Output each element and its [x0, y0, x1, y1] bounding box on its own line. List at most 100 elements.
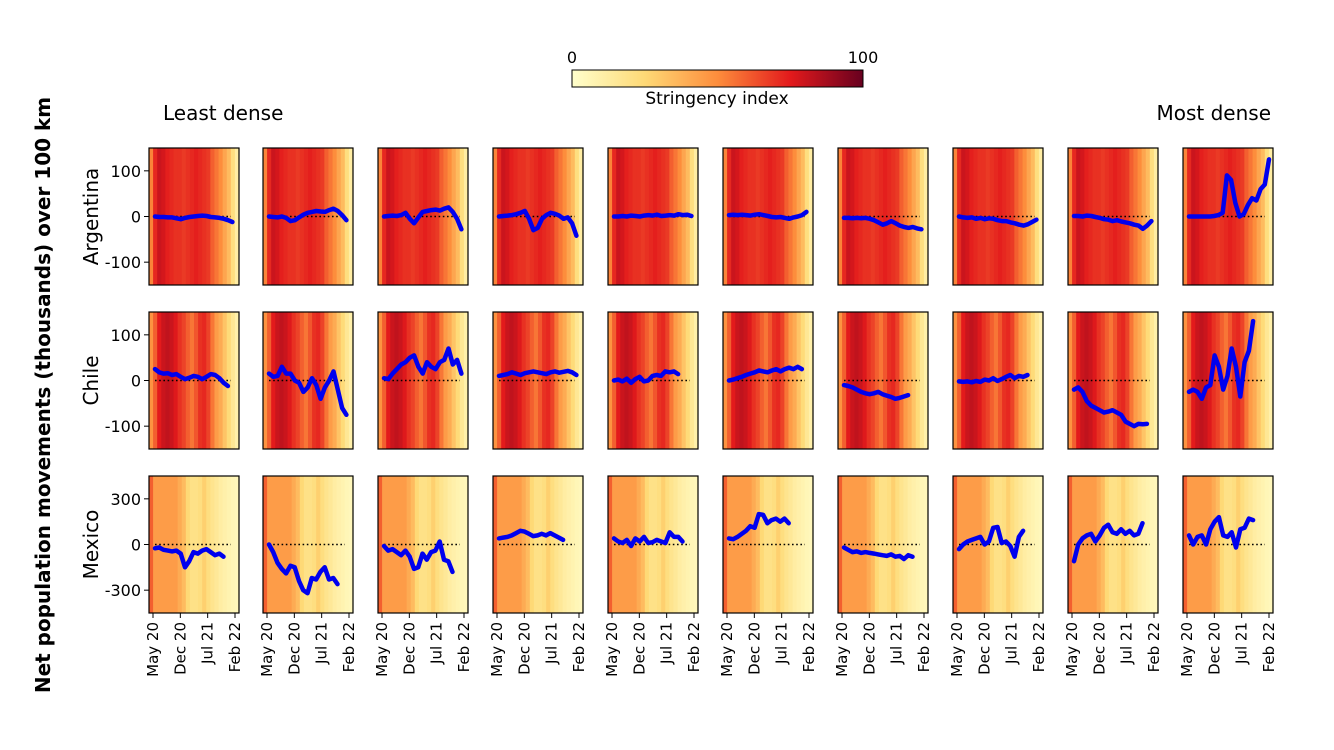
stringency-stripe: [1133, 148, 1139, 285]
stringency-stripe: [316, 148, 321, 285]
stringency-stripe: [1244, 312, 1250, 449]
x-tick-label: May 20: [603, 622, 621, 677]
stringency-stripe: [566, 476, 572, 613]
series-line: [381, 539, 455, 575]
stringency-stripe: [723, 148, 728, 285]
stringency-stripe: [1252, 148, 1258, 285]
series-line: [152, 213, 235, 225]
panel-frame: [722, 147, 814, 286]
x-tick-label: Jul 21: [199, 622, 217, 665]
stringency-stripe: [1121, 148, 1126, 285]
stringency-stripe: [673, 476, 679, 613]
panel-frame: [952, 147, 1044, 286]
stringency-stripe: [878, 312, 884, 449]
stringency-stripe: [185, 476, 191, 613]
stringency-stripe: [234, 148, 240, 285]
colorbar-title: Stringency index: [645, 89, 788, 109]
stringency-stripe: [669, 312, 675, 449]
row-label-argentina: Argentina: [79, 168, 103, 266]
stringency-stripe: [451, 312, 457, 449]
stringency-stripe: [574, 312, 580, 449]
stringency-stripe: [1219, 148, 1225, 285]
stringency-stripe: [1034, 148, 1040, 285]
stringency-stripe: [214, 312, 220, 449]
stringency-stripe: [883, 148, 888, 285]
stringency-stripe: [1018, 476, 1024, 613]
x-tick-label: Dec 20: [1205, 622, 1223, 675]
stringency-stripe: [763, 476, 769, 613]
stringency-stripe: [443, 476, 449, 613]
panel-chile-2: [262, 311, 354, 450]
panel-frame: [148, 475, 240, 614]
stringency-stripe: [410, 148, 416, 285]
stringency-stripe: [1149, 476, 1155, 613]
stringency-stripe: [903, 148, 909, 285]
stringency-stripe: [891, 476, 896, 613]
stringency-stripe: [312, 476, 317, 613]
panel-chile-4: [492, 311, 584, 450]
stringency-stripe: [1092, 312, 1098, 449]
panel-frame: [262, 147, 354, 286]
stringency-stripe: [1014, 148, 1020, 285]
series-line: [496, 528, 566, 543]
stringency-stripe: [525, 476, 531, 613]
stringency-stripe: [149, 476, 154, 613]
stringency-stripe: [328, 476, 334, 613]
stringency-stripe: [493, 312, 498, 449]
stringency-stripe: [443, 312, 449, 449]
stringency-stripe: [226, 312, 232, 449]
stringency-stripe: [1104, 476, 1110, 613]
stringency-stripe: [517, 148, 523, 285]
stringency-stripe: [538, 148, 543, 285]
x-tick-label: Feb 22: [800, 622, 818, 672]
stringency-stripe: [636, 476, 642, 613]
stringency-stripe: [1153, 476, 1159, 613]
stringency-stripe: [608, 312, 613, 449]
series-line: [152, 366, 231, 389]
x-tick-label: Feb 22: [1260, 622, 1278, 672]
stringency-stripe: [689, 476, 695, 613]
stringency-stripe: [1125, 312, 1130, 449]
panel-frame: [377, 475, 469, 614]
stringency-stripe: [665, 312, 670, 449]
stringency-stripe: [308, 148, 313, 285]
series-line: [611, 530, 685, 549]
x-tick-label: Jul 21: [313, 622, 331, 665]
stringency-stripe: [574, 476, 580, 613]
stringency-stripe: [899, 312, 905, 449]
stringency-stripe: [1034, 312, 1040, 449]
stringency-stripe: [427, 312, 432, 449]
stringency-stripe: [202, 312, 207, 449]
stringency-stripe: [723, 312, 728, 449]
series-line: [841, 382, 911, 402]
stringency-stripe: [866, 476, 872, 613]
stringency-stripe: [463, 312, 469, 449]
panel-frame: [262, 311, 354, 450]
panel-chile-6: [722, 311, 814, 450]
stringency-stripe: [378, 476, 383, 613]
stringency-stripe: [332, 476, 338, 613]
stringency-stripe: [410, 312, 416, 449]
stringency-stripe: [1006, 312, 1011, 449]
stringency-stripe: [1268, 148, 1274, 285]
stringency-stripe: [1153, 148, 1159, 285]
stringency-stripe: [1129, 476, 1135, 613]
stringency-stripe: [915, 148, 921, 285]
stringency-stripe: [463, 476, 469, 613]
series-line: [726, 511, 791, 542]
stringency-stripe: [899, 148, 905, 285]
stringency-stripe: [1211, 312, 1217, 449]
stringency-stripe: [1026, 312, 1032, 449]
stringency-stripe: [1030, 476, 1036, 613]
stringency-stripe: [566, 312, 572, 449]
stringency-stripe: [517, 476, 523, 613]
panel-frame: [1067, 311, 1159, 450]
stringency-stripe: [1256, 148, 1262, 285]
stringency-stripe: [414, 476, 420, 613]
x-tick-label: Jul 21: [428, 622, 446, 665]
stringency-stripe: [953, 148, 958, 285]
stringency-stripe: [751, 476, 757, 613]
stringency-stripe: [1092, 476, 1098, 613]
stringency-stripe: [198, 476, 203, 613]
stringency-stripe: [653, 312, 658, 449]
